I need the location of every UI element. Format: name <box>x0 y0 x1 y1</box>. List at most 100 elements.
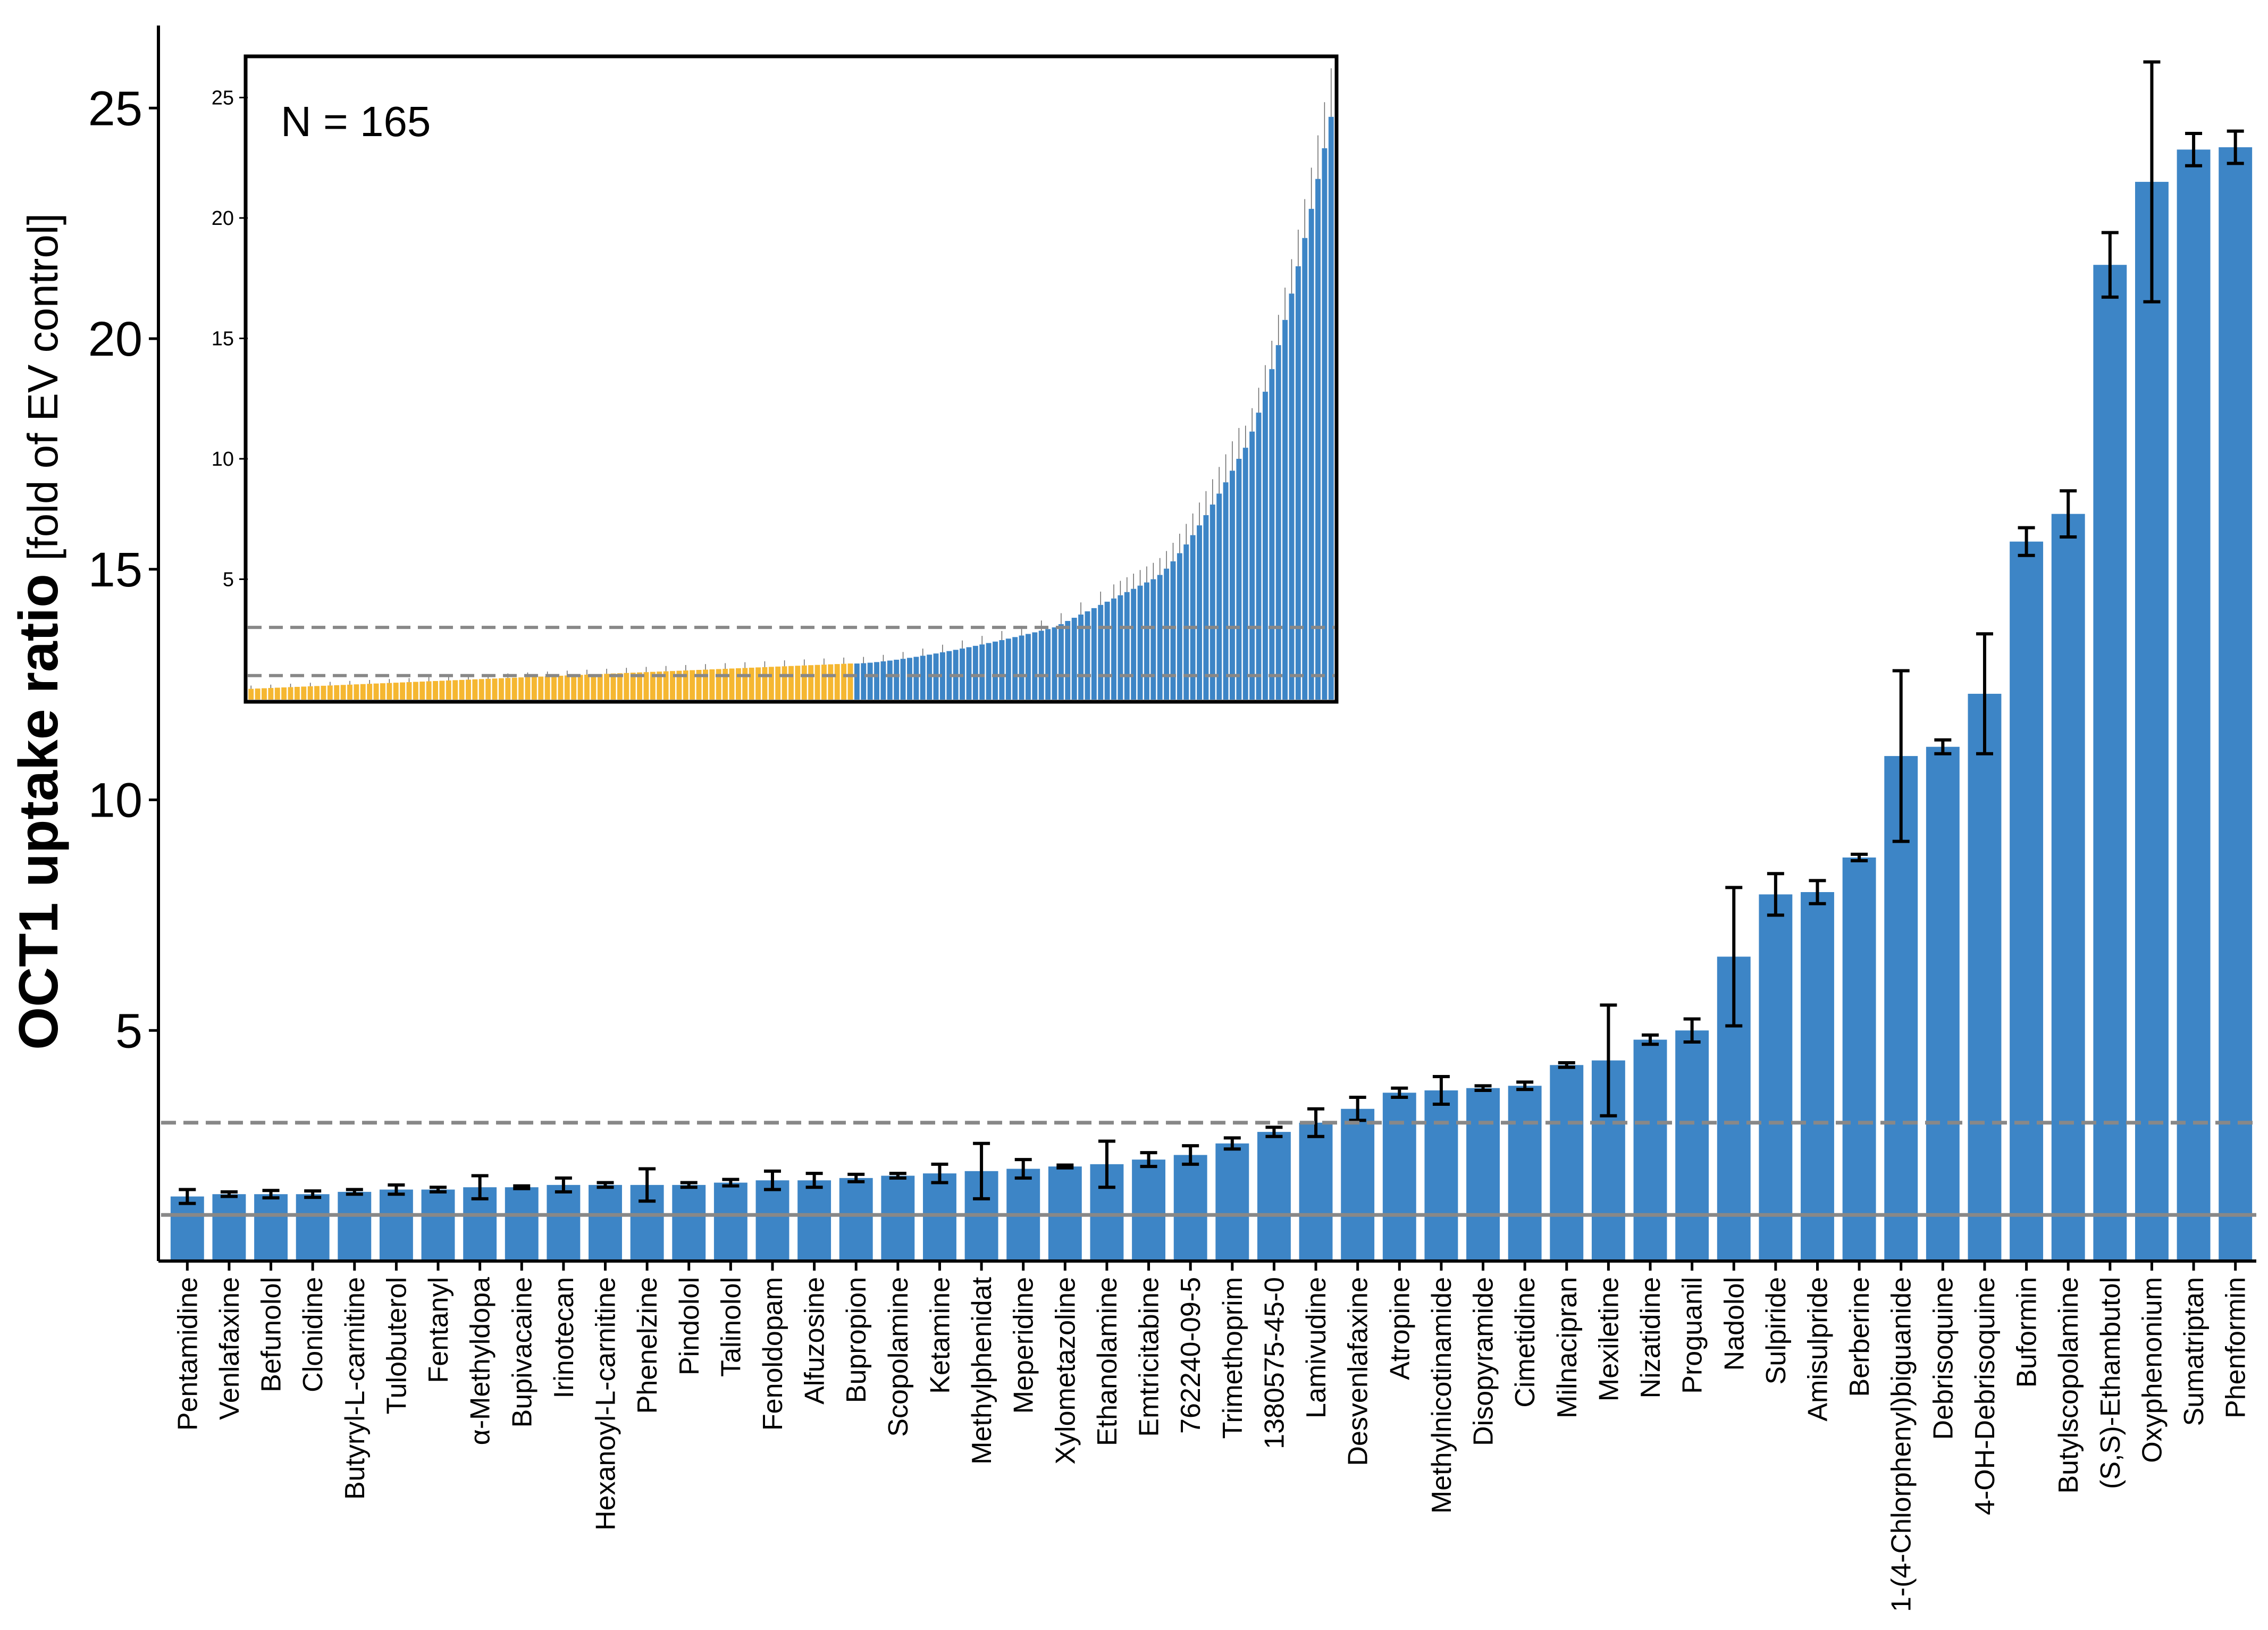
inset-bar <box>1282 320 1288 700</box>
inset-bar <box>861 663 867 700</box>
inset-bar <box>1012 637 1018 700</box>
error-bar <box>2227 129 2244 165</box>
error-bar <box>1600 1003 1617 1118</box>
inset-bar <box>373 683 379 700</box>
error-bar <box>1683 1017 1701 1044</box>
main-x-tick-labels: Pentamidine Venlafaxine Befunolol Clonidine… <box>172 1261 2252 1612</box>
bar <box>1968 693 2002 1261</box>
inset-bar <box>643 672 649 700</box>
x-tick-label: Emtricitabine <box>1134 1277 1165 1437</box>
error-bar <box>430 1186 447 1194</box>
inset-bar <box>426 681 432 700</box>
inset-bar <box>400 682 406 700</box>
error-bar <box>1642 1033 1659 1046</box>
inset-bar <box>518 677 524 700</box>
x-tick-label: Amisulpride <box>1802 1277 1833 1422</box>
inset-bar <box>907 658 912 700</box>
inset-bar <box>1118 595 1123 700</box>
inset-annotation: N = 165 <box>281 98 431 145</box>
inset-bar <box>966 647 972 700</box>
inset-bar <box>1058 624 1064 700</box>
inset-bar <box>880 661 886 700</box>
inset-bar <box>288 687 293 700</box>
bar <box>1633 1039 1667 1261</box>
inset-bar <box>670 671 675 700</box>
inset-bar <box>1256 413 1262 700</box>
x-tick-label: Desvenlafaxine <box>1343 1277 1374 1466</box>
inset-bar <box>1275 345 1281 700</box>
inset-y-ticks: 5 10 15 20 25 <box>212 87 248 591</box>
bar <box>672 1184 706 1261</box>
x-tick-label: 4-OH-Debrisoquine <box>1970 1277 2001 1515</box>
inset-bar <box>986 643 992 700</box>
inset-bar <box>406 682 412 700</box>
inset-bar <box>380 683 385 700</box>
inset-bar <box>1045 629 1051 700</box>
inset-bar <box>723 668 728 700</box>
inset-bar <box>841 663 847 700</box>
inset-bar <box>729 668 735 700</box>
bar <box>1424 1090 1458 1261</box>
error-bar <box>763 1169 781 1191</box>
inset-bar <box>1111 598 1116 700</box>
inset-bar <box>999 640 1005 700</box>
inset-bar <box>551 676 557 700</box>
inset-bar <box>690 670 695 700</box>
error-bar <box>1725 886 1743 1028</box>
x-tick-label: Disopyramide <box>1468 1277 1499 1446</box>
bar <box>1215 1143 1249 1261</box>
inset-bar <box>360 684 366 700</box>
inset-bar <box>531 677 537 700</box>
inset-bar <box>367 684 373 700</box>
error-bar <box>1014 1158 1032 1180</box>
bar <box>1132 1160 1166 1261</box>
error-bar <box>1809 879 1826 905</box>
x-tick-label: Pentamidine <box>172 1277 203 1431</box>
inset-bar <box>1308 208 1314 700</box>
inset-bar <box>1170 561 1176 700</box>
error-bar <box>973 1141 990 1200</box>
inset-bar <box>1190 535 1196 700</box>
y-axis-label-unit: [fold of EV control] <box>19 213 66 561</box>
inset-bar <box>768 667 774 700</box>
inset-bar <box>354 684 359 700</box>
bar <box>839 1178 873 1261</box>
error-bar <box>1349 1096 1366 1122</box>
error-bar <box>1976 632 1993 755</box>
x-tick-label: Methylnicotinamide <box>1426 1277 1457 1514</box>
inset-frame <box>243 54 1339 704</box>
inset-bar <box>492 678 498 700</box>
inset-bar <box>387 683 392 700</box>
y-tick-label: 10 <box>88 774 142 828</box>
x-tick-label: Nadolol <box>1719 1277 1750 1371</box>
x-tick-label: Buformin <box>2012 1277 2043 1388</box>
inset-bar <box>1230 470 1235 700</box>
inset-bar <box>268 688 274 700</box>
bar <box>212 1194 246 1261</box>
inset-bar <box>439 680 445 700</box>
inset-bar <box>913 657 919 700</box>
x-tick-label: Talinolol <box>716 1277 746 1377</box>
x-tick-label: Phenelzine <box>632 1277 663 1414</box>
inset-bar <box>1019 635 1024 700</box>
inset-bar <box>1328 116 1334 700</box>
y-axis-label: OCT1 uptake ratio [fold of EV control] <box>8 213 70 1050</box>
bar <box>170 1196 204 1261</box>
error-bar <box>1265 1125 1283 1138</box>
x-tick-label: Venlafaxine <box>214 1277 245 1420</box>
inset-bar <box>1177 553 1182 700</box>
bar <box>1926 746 1960 1261</box>
inset-bar <box>1295 266 1301 700</box>
inset-bar <box>274 687 280 700</box>
inset-bar <box>294 686 300 700</box>
inset-bar <box>735 668 741 700</box>
error-bar <box>1432 1075 1450 1106</box>
y-axis-label-bold: OCT1 uptake ratio <box>8 574 70 1050</box>
error-bar <box>220 1190 238 1198</box>
inset-bar <box>775 666 781 700</box>
x-tick-label: Trimethoprim <box>1217 1277 1248 1439</box>
error-bar <box>346 1188 363 1196</box>
inset-y-tick-label: 20 <box>212 207 234 230</box>
inset-bar <box>466 679 471 700</box>
inset-bar <box>637 672 643 700</box>
